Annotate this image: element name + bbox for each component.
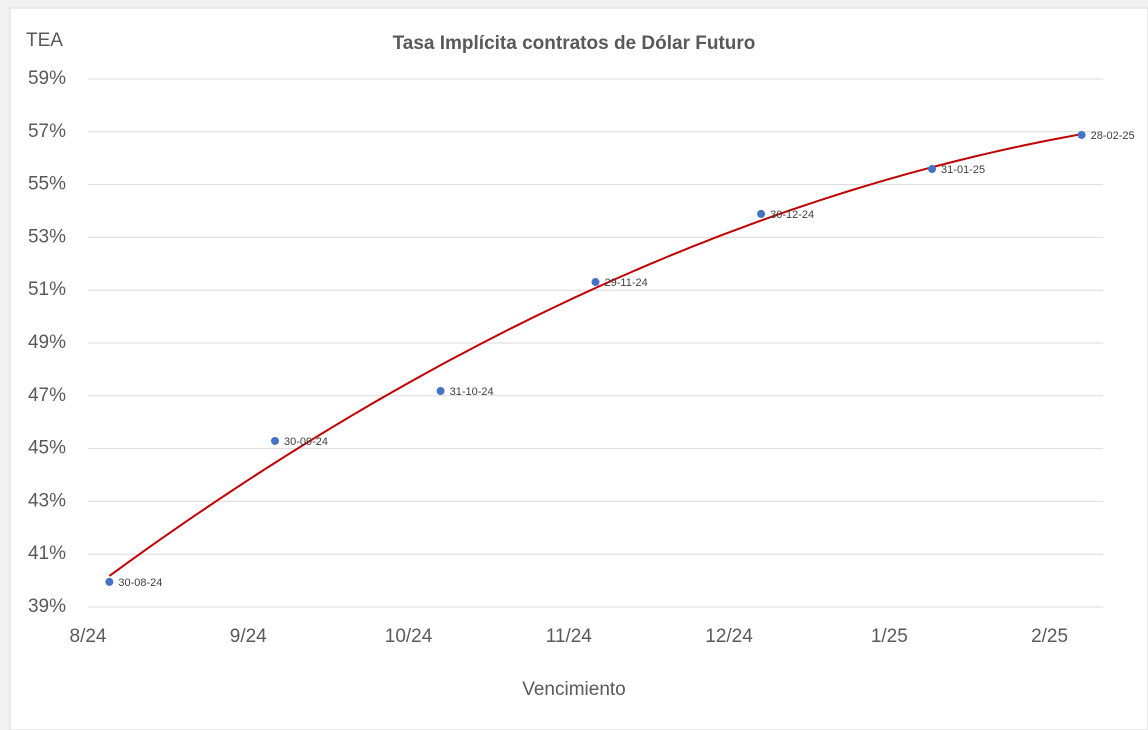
point-label: 30-12-24 <box>770 209 814 221</box>
x-tick-label: 10/24 <box>385 626 433 647</box>
y-tick-label: 47% <box>28 385 66 406</box>
chart-title: Tasa Implícita contratos de Dólar Futuro <box>393 33 756 54</box>
y-tick-label: 39% <box>28 596 66 617</box>
point-label: 30-08-24 <box>118 577 162 589</box>
point-label: 31-01-25 <box>941 164 985 176</box>
y-tick-label: 45% <box>28 438 66 459</box>
x-tick-label: 1/25 <box>871 626 908 647</box>
data-point <box>105 577 114 586</box>
point-label: 30-09-24 <box>284 436 328 448</box>
y-tick-label: 59% <box>28 68 66 89</box>
data-point <box>928 165 937 174</box>
data-point <box>270 436 279 445</box>
data-point <box>757 209 766 218</box>
y-axis-label: TEA <box>26 30 63 51</box>
point-label: 29-11-24 <box>605 277 648 289</box>
x-tick-label: 2/25 <box>1031 626 1068 647</box>
x-axis-label: Vencimiento <box>522 679 626 700</box>
point-label: 31-10-24 <box>450 386 494 398</box>
x-tick-label: 12/24 <box>705 626 753 647</box>
x-tick-label: 9/24 <box>230 626 267 647</box>
data-point <box>436 387 445 396</box>
trendline <box>108 133 1082 577</box>
y-tick-label: 41% <box>28 543 66 564</box>
y-tick-label: 57% <box>28 121 66 142</box>
data-point <box>591 278 600 287</box>
chart-background <box>9 7 1148 730</box>
y-tick-label: 43% <box>28 490 66 511</box>
y-tick-label: 55% <box>28 174 66 195</box>
y-tick-label: 49% <box>28 332 66 353</box>
y-tick-label: 51% <box>28 279 66 300</box>
data-point <box>1077 130 1086 139</box>
point-label: 28-02-25 <box>1091 130 1135 142</box>
y-tick-label: 53% <box>28 226 66 247</box>
x-tick-label: 8/24 <box>70 626 107 647</box>
x-tick-label: 11/24 <box>546 626 593 647</box>
